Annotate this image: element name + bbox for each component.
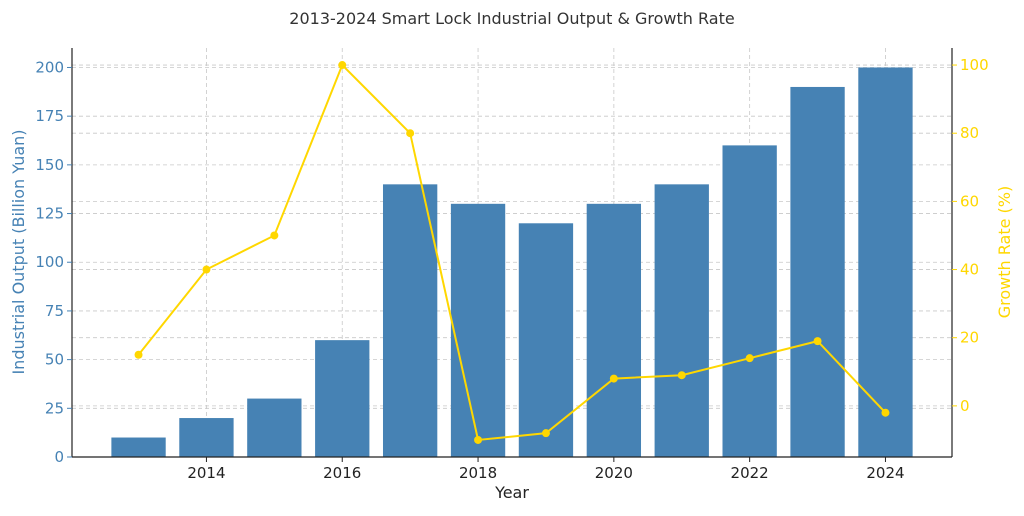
x-axis-label: Year <box>494 483 529 502</box>
growth-point <box>745 354 754 363</box>
growth-point <box>270 231 279 240</box>
x-tick-label: 2020 <box>595 464 633 482</box>
y2-tick-label: 0 <box>960 397 970 415</box>
y-tick-label: 75 <box>45 302 64 320</box>
growth-point <box>813 337 822 346</box>
growth-point <box>338 61 347 70</box>
y2-tick-label: 20 <box>960 329 979 347</box>
bar <box>858 67 913 457</box>
bar <box>518 223 574 457</box>
y-tick-label: 50 <box>45 351 64 369</box>
bar <box>382 184 438 458</box>
y2-tick-label: 60 <box>960 192 979 210</box>
bar <box>790 86 845 457</box>
x-tick-label: 2024 <box>866 464 904 482</box>
y-tick-label: 25 <box>45 399 64 417</box>
growth-point <box>474 435 483 444</box>
y-axis-label: Industrial Output (Billion Yuan) <box>9 129 28 374</box>
growth-point <box>406 129 415 138</box>
y2-tick-label: 80 <box>960 124 979 142</box>
y-tick-label: 200 <box>35 58 64 76</box>
x-tick-label: 2014 <box>187 464 225 482</box>
growth-point <box>134 350 143 359</box>
growth-point <box>609 374 618 383</box>
growth-line-layer <box>134 61 890 444</box>
y-tick-label: 125 <box>35 205 64 223</box>
growth-point <box>541 429 550 438</box>
tick-labels: 2014 2016 2018 2020 2022 2024 0 25 50 75 100 125 150… <box>35 56 988 482</box>
y2-tick-label: 40 <box>960 261 979 279</box>
bar <box>315 340 370 457</box>
growth-point <box>881 408 890 417</box>
bar <box>111 437 166 457</box>
growth-point <box>202 265 211 274</box>
growth-line <box>137 63 887 442</box>
bar <box>247 398 302 457</box>
growth-point <box>677 371 686 380</box>
x-tick-label: 2022 <box>731 464 769 482</box>
y2-tick-label: 100 <box>960 56 989 74</box>
y-tick-label: 175 <box>35 107 64 125</box>
bar <box>450 203 506 457</box>
bar <box>179 418 234 457</box>
y-tick-label: 150 <box>35 156 64 174</box>
x-tick-label: 2018 <box>459 464 497 482</box>
y-tick-label: 0 <box>54 448 64 466</box>
bar <box>654 184 709 458</box>
bar <box>722 145 777 457</box>
bars <box>111 67 913 458</box>
bar <box>586 203 642 457</box>
chart-title: 2013-2024 Smart Lock Industrial Output &… <box>289 9 734 28</box>
y2-axis-label: Growth Rate (%) <box>995 186 1014 318</box>
x-tick-label: 2016 <box>323 464 361 482</box>
y-tick-label: 100 <box>35 253 64 271</box>
